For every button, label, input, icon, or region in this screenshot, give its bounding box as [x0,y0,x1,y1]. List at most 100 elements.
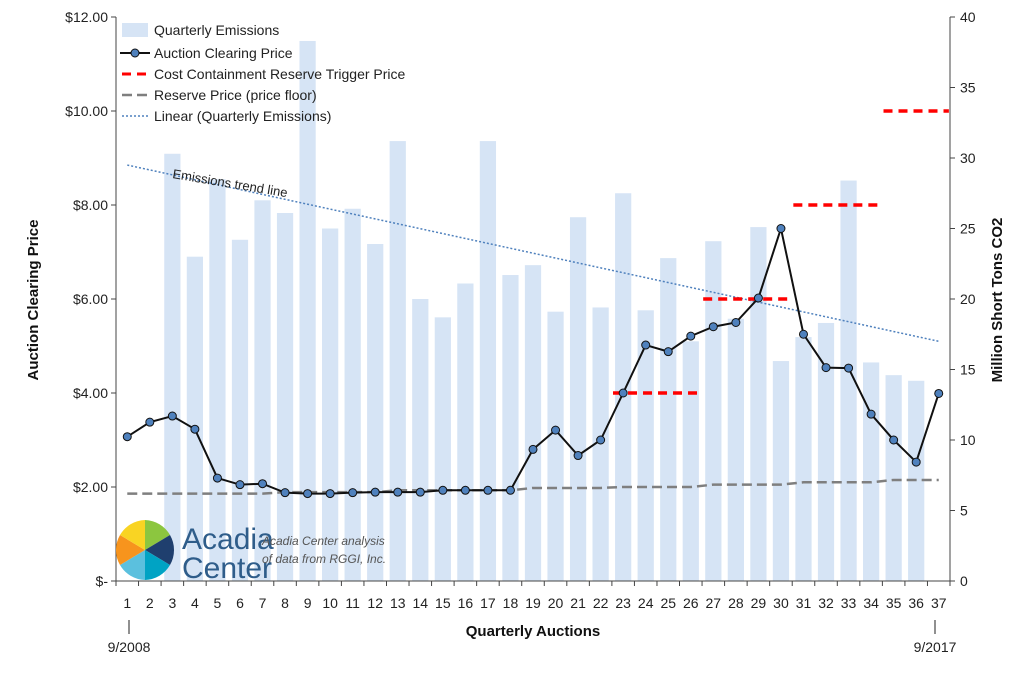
clearing-price-point-4 [190,424,200,434]
start-date-label: 9/2008 [108,639,151,655]
x-tick-label-3: 3 [168,595,176,611]
clearing-price-point-36 [911,457,921,467]
x-tick-label-28: 28 [728,595,744,611]
legend-label-trend: Linear (Quarterly Emissions) [154,108,331,124]
x-tick-label-20: 20 [548,595,564,611]
clearing-price-line [122,224,944,499]
x-tick-label-21: 21 [570,595,586,611]
x-tick-label-23: 23 [615,595,631,611]
x-tick-label-13: 13 [390,595,406,611]
emissions-bar-8 [276,212,294,582]
legend-label-ccr: Cost Containment Reserve Trigger Price [154,66,406,82]
emissions-bar-20 [547,311,564,581]
y-tick-label-4: $8.00 [73,197,108,213]
y2-tick-label-1: 5 [960,503,968,519]
x-tick-label-34: 34 [863,595,879,611]
clearing-price-point-9 [303,489,313,499]
legend-label-price: Auction Clearing Price [154,45,293,61]
clearing-price-point-37 [934,388,944,398]
x-tick-label-36: 36 [908,595,924,611]
emissions-bar-23 [615,193,632,581]
emissions-bar-25 [660,258,677,581]
clearing-price-point-35 [889,435,899,445]
clearing-price-point-15 [438,485,448,495]
x-tick-label-16: 16 [458,595,474,611]
x-tick-label-14: 14 [413,595,429,611]
emissions-bar-27 [705,241,722,581]
y-tick-label-2: $4.00 [73,385,108,401]
x-tick-label-1: 1 [123,595,131,611]
emissions-bar-5 [209,179,226,581]
y-tick-label-6: $12.00 [65,9,108,25]
x-tick-label-24: 24 [638,595,654,611]
logo-name-line2: Center [182,552,272,585]
clearing-price-point-5 [212,473,222,483]
emissions-bar-19 [524,265,542,581]
clearing-price-point-32 [821,363,831,373]
x-tick-label-25: 25 [660,595,676,611]
y-tick-label-3: $6.00 [73,291,108,307]
x-tick-label-15: 15 [435,595,451,611]
y2-tick-label-6: 30 [960,150,976,166]
y2-tick-label-2: 10 [960,432,976,448]
y2-axis-title: Million Short Tons CO2 [989,218,1006,383]
x-tick-label-31: 31 [796,595,812,611]
trend-line-annotation: Emissions trend line [172,166,289,200]
emissions-bar-4 [186,256,204,581]
emissions-bar-14 [412,299,429,581]
emissions-bar-34 [862,362,880,581]
emissions-bar-28 [727,318,744,581]
clearing-price-point-19 [528,444,538,454]
x-tick-label-29: 29 [751,595,767,611]
emissions-bar-30 [772,361,790,581]
emissions-bar-11 [344,208,361,581]
emissions-bar-16 [457,283,474,581]
clearing-price-point-25 [663,347,673,357]
logo-note-line1: Acadia Center analysis [261,534,385,548]
emissions-bar-15 [434,317,451,581]
legend-swatch-emissions [122,23,148,37]
emissions-bar-10 [322,228,339,581]
y2-tick-label-7: 35 [960,80,976,96]
x-tick-label-5: 5 [214,595,222,611]
tick-labels: $-$2.00$4.00$6.00$8.00$10.00$12.00051015… [65,9,976,611]
clearing-price-point-21 [573,451,583,461]
x-tick-label-2: 2 [146,595,154,611]
emissions-bar-17 [479,141,497,581]
clearing-price-point-27 [708,322,718,332]
clearing-price-point-34 [866,409,876,419]
clearing-price-point-33 [844,363,854,373]
clearing-price-point-17 [483,485,493,495]
emissions-bar-9 [299,40,316,582]
clearing-price-point-2 [145,417,155,427]
clearing-price-point-18 [505,485,515,495]
x-tick-label-35: 35 [886,595,902,611]
x-tick-label-10: 10 [322,595,338,611]
emissions-bar-3 [164,153,181,581]
clearing-price-point-22 [596,435,606,445]
emissions-bar-24 [637,310,654,581]
emissions-bar-35 [885,375,902,581]
emissions-bars [164,40,925,582]
x-tick-label-6: 6 [236,595,244,611]
emissions-bar-18 [502,275,519,581]
x-tick-label-9: 9 [304,595,312,611]
clearing-price-point-10 [325,489,335,499]
y2-tick-label-8: 40 [960,9,976,25]
x-tick-label-19: 19 [525,595,541,611]
axes [111,16,955,586]
y-tick-label-5: $10.00 [65,103,108,119]
x-tick-label-26: 26 [683,595,699,611]
x-tick-label-7: 7 [259,595,267,611]
x-tick-label-17: 17 [480,595,496,611]
emissions-bar-33 [840,180,857,581]
y2-tick-label-4: 20 [960,291,976,307]
clearing-price-point-3 [167,411,177,421]
clearing-price-point-14 [415,487,425,497]
x-tick-label-18: 18 [503,595,519,611]
legend-marker-price [130,48,140,58]
y-tick-label-0: $- [96,573,109,589]
x-tick-label-37: 37 [931,595,947,611]
